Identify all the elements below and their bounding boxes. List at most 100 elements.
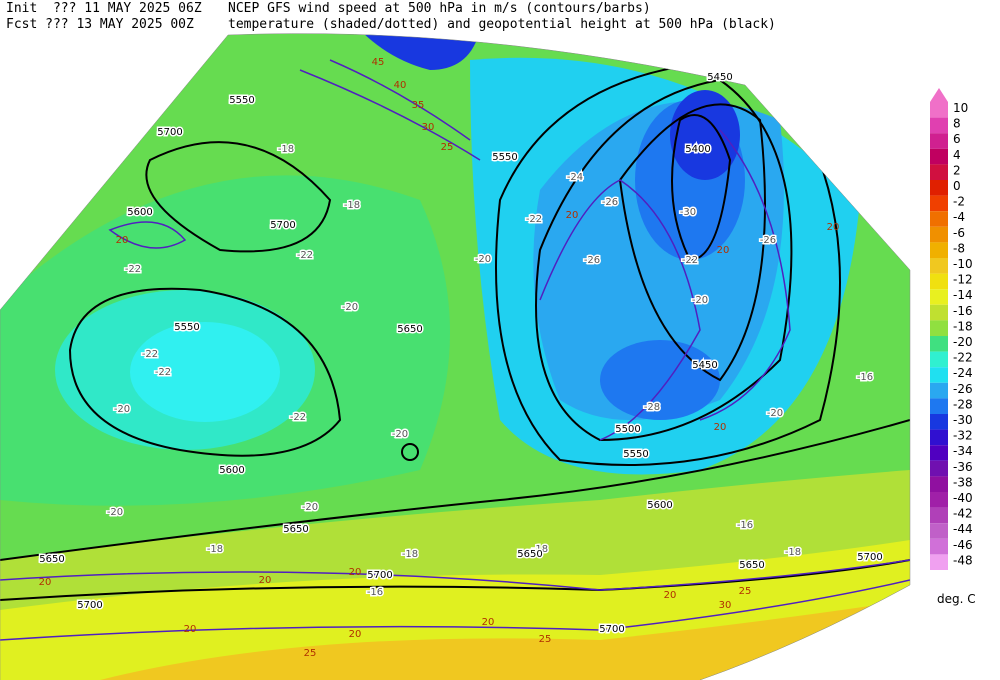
height-label: 5700 (367, 570, 392, 581)
colorbar-swatch (930, 554, 948, 570)
temperature-label: -22 (526, 214, 542, 225)
colorbar-label: -26 (953, 382, 973, 396)
height-label: 5450 (707, 72, 732, 83)
temperature-label: -20 (767, 408, 783, 419)
temperature-label: -22 (125, 264, 141, 275)
temperature-label: -16 (367, 587, 383, 598)
colorbar-swatch (930, 351, 948, 368)
height-label: 5600 (219, 465, 244, 476)
colorbar-swatch (930, 180, 948, 196)
height-label: 5600 (127, 207, 152, 218)
colorbar-label: 0 (953, 179, 961, 193)
wind-label: 20 (714, 422, 727, 433)
colorbar-label: -8 (953, 241, 965, 255)
colorbar-label: -36 (953, 460, 973, 474)
wind-label: 20 (184, 624, 197, 635)
temperature-label: -20 (475, 254, 491, 265)
colorbar-swatch (930, 211, 948, 227)
height-label: 5650 (397, 324, 422, 335)
wind-label: 20 (717, 245, 730, 256)
colorbar-label: -20 (953, 335, 973, 349)
wind-label: 20 (259, 575, 272, 586)
temperature-label: -22 (297, 250, 313, 261)
wind-label: 20 (116, 235, 129, 246)
colorbar-swatch (930, 398, 948, 414)
colorbar-swatch (930, 445, 948, 461)
colorbar-label: 4 (953, 148, 961, 162)
colorbar-swatch (930, 164, 948, 180)
temperature-label: -24 (567, 172, 583, 183)
height-label: 5650 (39, 554, 64, 565)
colorbar-label: -2 (953, 195, 965, 209)
temperature-label: -18 (785, 547, 801, 558)
height-label: 5500 (615, 424, 640, 435)
colorbar-label: -48 (953, 553, 973, 567)
colorbar-label: -32 (953, 429, 973, 443)
colorbar-swatch (930, 429, 948, 446)
height-label: 5650 (283, 524, 308, 535)
temperature-label: -16 (857, 372, 873, 383)
colorbar-swatch (930, 538, 948, 555)
fcst-label: Fcst ??? 13 MAY 2025 00Z (6, 17, 194, 32)
wind-label: 20 (482, 617, 495, 628)
wind-label: 25 (304, 648, 317, 659)
colorbar-swatch (930, 148, 948, 165)
colorbar-label: -12 (953, 273, 973, 287)
temperature-label: -18 (402, 549, 418, 560)
temperature-label: -30 (680, 207, 696, 218)
colorbar-label: -14 (953, 288, 973, 302)
colorbar-swatch (930, 523, 948, 539)
wind-label: 20 (827, 222, 840, 233)
temperature-label: -20 (114, 404, 130, 415)
height-contours (0, 58, 910, 601)
colorbar-label: -16 (953, 304, 973, 318)
temperature-label: -22 (290, 412, 306, 423)
colorbar-swatch (930, 476, 948, 492)
height-label: 5650 (739, 560, 764, 571)
title-line1: NCEP GFS wind speed at 500 hPa in m/s (c… (228, 1, 651, 16)
colorbar-swatch (930, 242, 948, 258)
colorbar-label: 6 (953, 132, 961, 146)
colorbar-label: -4 (953, 210, 965, 224)
temperature-label: -20 (342, 302, 358, 313)
colorbar-swatch (930, 414, 948, 430)
colorbar-label: 2 (953, 163, 961, 177)
colorbar-swatch (930, 273, 948, 290)
height-label: 5700 (77, 600, 102, 611)
colorbar-label: -38 (953, 475, 973, 489)
colorbar-label: -24 (953, 366, 973, 380)
colorbar-label: 10 (953, 101, 968, 115)
colorbar-swatch (930, 304, 948, 321)
field-region (100, 600, 910, 680)
temperature-label: -18 (532, 544, 548, 555)
temperature-label: -20 (302, 502, 318, 513)
temperature-label: -22 (155, 367, 171, 378)
colorbar-swatch (930, 226, 948, 243)
map-area (0, 33, 910, 680)
colorbar-swatch (930, 320, 948, 336)
height-label: 5700 (157, 127, 182, 138)
field-region (130, 322, 280, 422)
colorbar-swatch (930, 133, 948, 149)
colorbar-swatch (930, 195, 948, 212)
colorbar-label: -22 (953, 351, 973, 365)
height-label: 5700 (857, 552, 882, 563)
colorbar-label: -40 (953, 491, 973, 505)
wind-label: 30 (422, 122, 435, 133)
colorbar-swatch (930, 102, 948, 118)
colorbar-swatch (930, 382, 948, 399)
colorbar-label: -6 (953, 226, 965, 240)
colorbar-swatch (930, 507, 948, 524)
temperature-label: -20 (692, 295, 708, 306)
colorbar-label: 8 (953, 117, 961, 131)
wind-label: 20 (566, 210, 579, 221)
field-region (670, 90, 740, 180)
height-label: 5600 (647, 500, 672, 511)
temperature-label: -18 (344, 200, 360, 211)
height-label: 5700 (599, 624, 624, 635)
wind-label: 25 (739, 586, 752, 597)
height-label: 5650 (517, 549, 542, 560)
colorbar-label: -34 (953, 444, 973, 458)
wind-label: 45 (372, 57, 385, 68)
colorbar-label: -18 (953, 319, 973, 333)
